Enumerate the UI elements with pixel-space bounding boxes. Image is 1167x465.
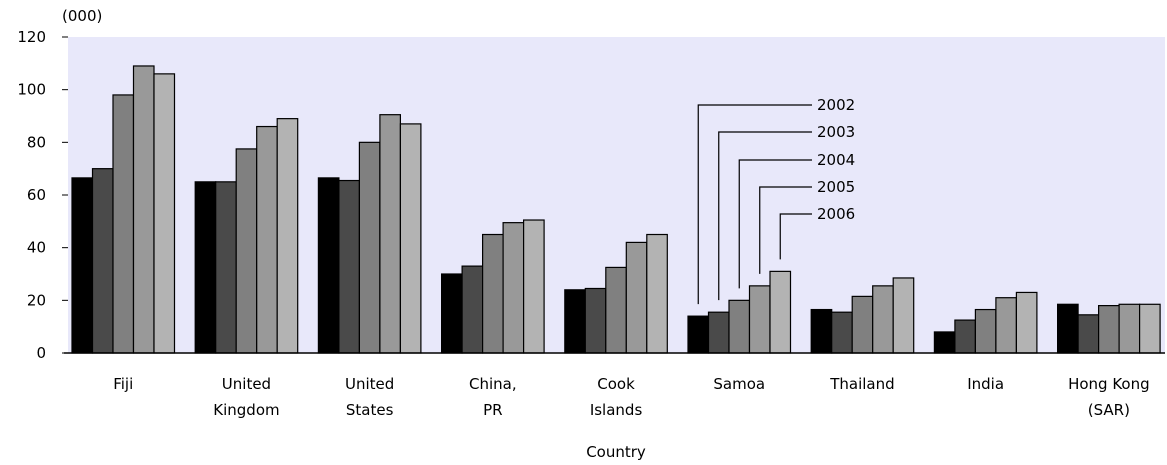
bar-2003 [91, 168, 114, 354]
bar-2005 [502, 222, 525, 354]
legend-label-2004: 2004 [817, 151, 855, 169]
bar-2005 [872, 285, 894, 354]
bar-2002 [194, 181, 217, 354]
y-tick-label: 20 [27, 291, 46, 309]
callout-line [718, 131, 812, 301]
y-tick-label: 40 [27, 239, 46, 257]
legend-callouts: 2002 2003 2004 2005 2006 [697, 96, 855, 305]
bar-2003 [1077, 314, 1100, 354]
category-label: Cook [597, 375, 635, 393]
bar-2004 [974, 308, 997, 354]
category-label: India [967, 375, 1004, 393]
y-tick-label: 60 [27, 186, 46, 204]
category-label: United [222, 375, 271, 393]
bar-2002 [810, 308, 833, 354]
bar-2005 [995, 297, 1018, 354]
category-label: (SAR) [1088, 401, 1130, 419]
bar-2003 [584, 287, 607, 354]
callout-line [759, 186, 812, 274]
legend-label-2002: 2002 [817, 96, 855, 114]
bar-2003 [338, 179, 360, 354]
y-axis: 0 20 40 60 80 100 120 [17, 28, 68, 362]
x-axis-title: Country [586, 443, 646, 461]
bar-2005 [256, 125, 278, 354]
bar-2006 [522, 219, 545, 354]
legend-label-2003: 2003 [817, 123, 855, 141]
bar-2005 [132, 65, 155, 354]
legend-label-2006: 2006 [817, 205, 855, 223]
bar-2004 [1097, 305, 1120, 354]
bar-2004 [358, 141, 381, 354]
bar-2004 [482, 233, 504, 354]
bar-2005 [748, 285, 771, 354]
bar-2004 [605, 266, 627, 354]
legend-label-2005: 2005 [817, 178, 855, 196]
bar-2006 [646, 233, 668, 354]
x-axis-categories: Fiji United Kingdom United States China, PR Coo… [113, 375, 1149, 419]
bar-2004 [235, 148, 258, 354]
callout-line [738, 159, 812, 289]
bar-2005 [625, 241, 648, 354]
callout-line [697, 104, 812, 305]
y-tick-label: 0 [36, 344, 46, 362]
bar-2002 [71, 177, 94, 354]
bar-2002 [933, 331, 956, 354]
bar-2003 [707, 311, 730, 354]
y-tick-label: 120 [17, 28, 46, 46]
bar-2006 [399, 123, 422, 354]
bar-2002 [687, 315, 710, 354]
bar-2003 [215, 181, 237, 354]
bar-2005 [379, 114, 401, 354]
y-tick-label: 100 [17, 81, 46, 99]
category-label: Thailand [829, 375, 894, 393]
bar-2003 [954, 319, 977, 354]
unit-label: (000) [62, 7, 102, 25]
category-label: China, [469, 375, 517, 393]
bar-2006 [769, 270, 792, 354]
category-label: Islands [590, 401, 643, 419]
bar-2005 [1118, 303, 1141, 354]
bar-2004 [851, 295, 874, 354]
category-label: States [346, 401, 394, 419]
category-label: PR [483, 401, 502, 419]
category-label: United [345, 375, 394, 393]
bar-2006 [1138, 303, 1161, 354]
bar-2002 [564, 289, 586, 354]
bar-2006 [153, 73, 176, 354]
bar-2002 [441, 273, 463, 354]
bar-2006 [1015, 291, 1038, 354]
bar-2006 [276, 118, 299, 354]
bar-2002 [317, 177, 340, 354]
category-label: Samoa [713, 375, 765, 393]
bar-2004 [728, 299, 751, 354]
callout-line [779, 213, 812, 260]
y-tick-label: 80 [27, 133, 46, 151]
category-label: Kingdom [213, 401, 279, 419]
category-label: Hong Kong [1068, 375, 1150, 393]
bar-2003 [461, 265, 484, 354]
bar-2006 [892, 277, 915, 354]
bar-2002 [1056, 303, 1079, 354]
bar-2003 [831, 311, 853, 354]
bar-2004 [112, 94, 135, 354]
category-label: Fiji [113, 375, 133, 393]
